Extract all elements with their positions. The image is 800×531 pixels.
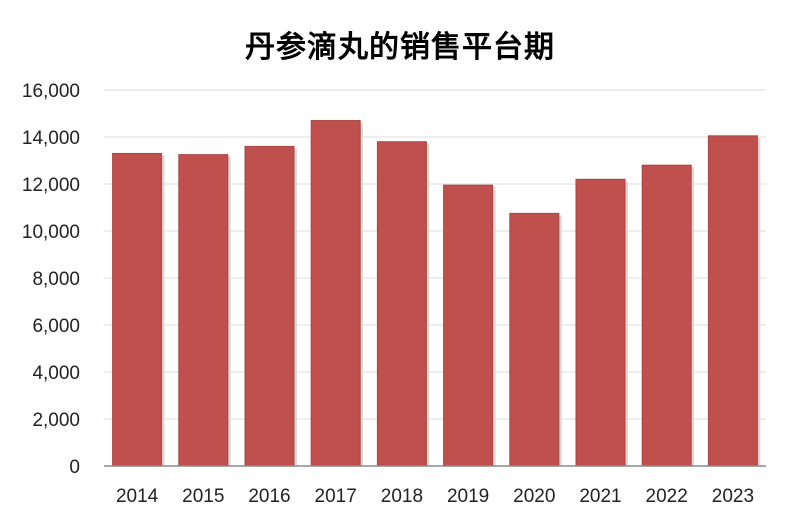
y-tick-label: 6,000	[32, 316, 80, 337]
bar-2017	[310, 120, 361, 467]
bars	[112, 120, 761, 467]
y-tick-label: 16,000	[22, 81, 80, 102]
x-tick-label: 2019	[447, 486, 489, 507]
y-tick-label: 0	[69, 457, 80, 478]
x-tick-label: 2022	[646, 486, 688, 507]
y-tick-label: 4,000	[32, 363, 80, 384]
x-tick-label: 2017	[315, 486, 357, 507]
y-tick-label: 10,000	[22, 222, 80, 243]
chart-title: 丹参滴丸的销售平台期	[245, 30, 555, 65]
bar-2014	[112, 152, 163, 467]
x-tick-label: 2021	[579, 486, 621, 507]
y-axis-ticks: 0 2,000 4,000 6,000 8,000 10,000 12,000 14,000 1…	[22, 81, 80, 478]
bar-2019	[443, 184, 494, 467]
y-tick-label: 2,000	[32, 410, 80, 431]
bar-2018	[376, 141, 427, 467]
y-tick-label: 12,000	[22, 175, 80, 196]
bar-2015	[178, 154, 229, 467]
x-tick-label: 2023	[712, 486, 754, 507]
bar-2020	[509, 212, 560, 467]
bar-2023	[707, 135, 758, 467]
x-tick-label: 2016	[248, 486, 290, 507]
x-tick-label: 2020	[513, 486, 555, 507]
x-tick-label: 2014	[116, 486, 159, 507]
bar-2022	[641, 164, 692, 467]
bar-2016	[244, 145, 295, 467]
x-tick-label: 2015	[182, 486, 224, 507]
y-tick-label: 14,000	[22, 128, 80, 149]
y-tick-label: 8,000	[32, 269, 80, 290]
x-axis-ticks: 2014 2015 2016 2017 2018 2019 2020 2021 2022 2023	[116, 486, 754, 507]
bar-2021	[575, 178, 626, 467]
x-tick-label: 2018	[381, 486, 423, 507]
